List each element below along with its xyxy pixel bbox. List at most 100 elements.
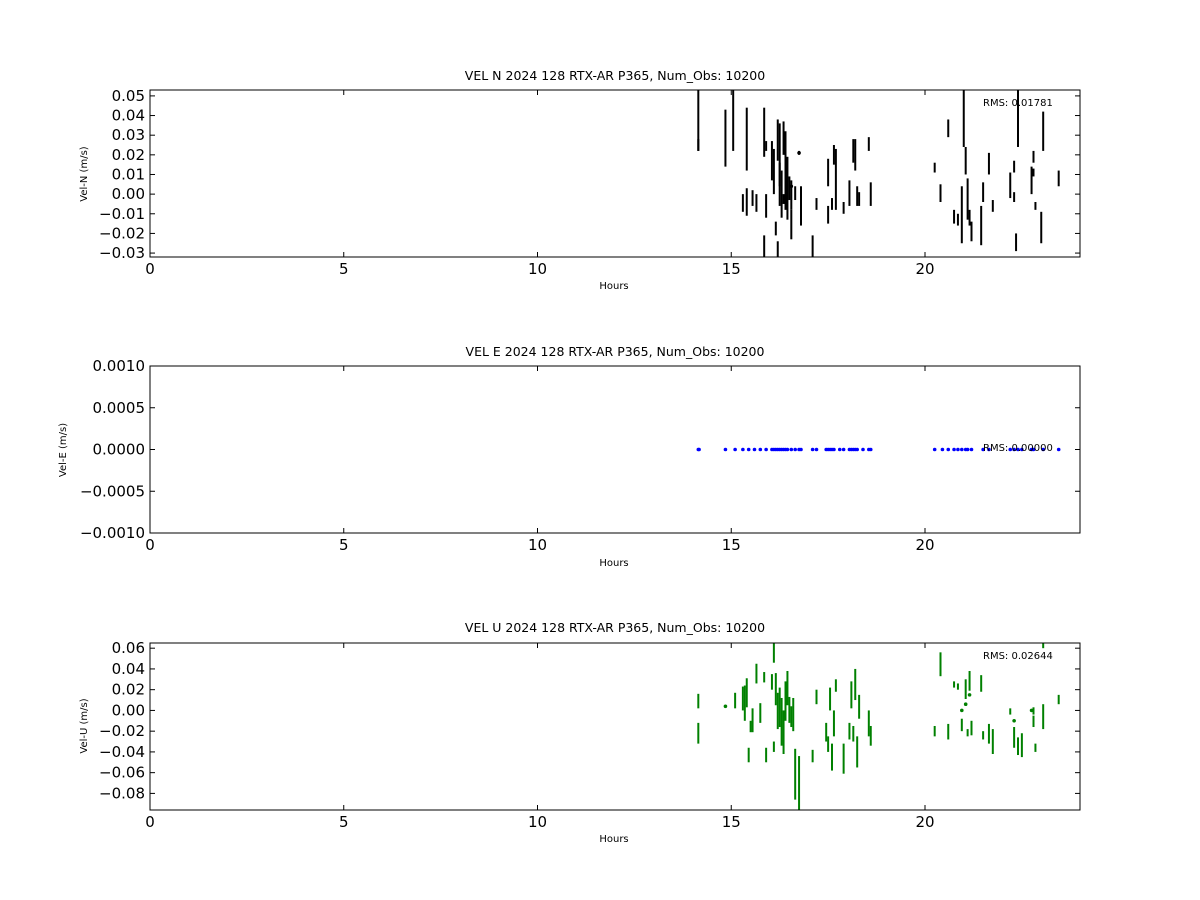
data-point (810, 447, 815, 452)
data-point (861, 447, 865, 452)
x-tick-label: 20 (915, 536, 934, 554)
y-tick-label: 0.0010 (93, 357, 146, 375)
y-axis-label: Vel-E (m/s) (58, 423, 69, 477)
x-tick-label: 20 (915, 813, 934, 831)
data-point (841, 447, 846, 452)
y-tick-label: −0.0005 (80, 482, 145, 500)
data-point (723, 704, 728, 709)
data-point (1020, 447, 1024, 452)
data-point (1016, 447, 1020, 452)
data-point (987, 447, 991, 452)
data-point (956, 447, 960, 452)
axis-ticks: 0 5 10 15 20 −0.08 −0.06 −0.04 −0.02 0.00 0.02 0.04… (99, 639, 1080, 831)
plot-frame (149, 642, 1081, 811)
data-point (723, 447, 728, 452)
y-tick-label: 0.00 (112, 701, 145, 719)
x-tick-label: 15 (722, 813, 741, 831)
data-point (799, 447, 803, 452)
rms-annotation: RMS: 0.00000 (983, 443, 1053, 454)
data-marks (697, 90, 1060, 257)
y-axis-label: Vel-N (m/s) (79, 146, 90, 201)
data-point (789, 184, 794, 189)
data-point (868, 447, 873, 452)
vel-n-panel: VEL N 2024 128 RTX-AR P365, Num_Obs: 102… (79, 68, 1081, 292)
chart-title: VEL E 2024 128 RTX-AR P365, Num_Obs: 102… (466, 344, 765, 359)
y-tick-label: −0.04 (99, 743, 145, 761)
x-tick-label: 5 (339, 536, 349, 554)
data-point (969, 447, 974, 452)
data-point (793, 447, 797, 452)
data-point (741, 447, 745, 452)
data-point (764, 447, 768, 452)
data-point (837, 447, 842, 452)
data-point (746, 447, 751, 452)
y-axis-label: Vel-U (m/s) (79, 698, 90, 753)
data-point (1029, 708, 1034, 713)
vel-e-panel: VEL E 2024 128 RTX-AR P365, Num_Obs: 102… (58, 344, 1081, 569)
y-tick-label: 0.04 (112, 660, 145, 678)
data-point (832, 447, 836, 452)
data-point (1012, 718, 1016, 723)
y-tick-label: −0.06 (99, 764, 145, 782)
data-point (1041, 447, 1045, 452)
y-tick-label: −0.08 (99, 784, 145, 802)
vel-u-panel: VEL U 2024 128 RTX-AR P365, Num_Obs: 102… (79, 620, 1081, 845)
data-marks (697, 643, 1060, 810)
y-tick-label: 0.02 (112, 681, 145, 699)
chart-title: VEL U 2024 128 RTX-AR P365, Num_Obs: 102… (465, 620, 765, 635)
chart-title: VEL N 2024 128 RTX-AR P365, Num_Obs: 102… (465, 68, 765, 83)
x-tick-label: 15 (722, 536, 741, 554)
plot-frame (149, 89, 1081, 258)
y-tick-label: 0.02 (112, 146, 145, 164)
rms-annotation: RMS: 0.01781 (983, 98, 1053, 109)
y-tick-label: 0.0005 (93, 399, 146, 417)
y-tick-label: 0.03 (112, 126, 145, 144)
data-point (758, 447, 763, 452)
y-tick-label: −0.03 (99, 244, 145, 262)
x-tick-label: 5 (339, 813, 349, 831)
data-point (1056, 447, 1061, 452)
x-axis-label: Hours (599, 558, 628, 569)
y-tick-label: 0.06 (112, 639, 145, 657)
x-tick-label: 10 (528, 536, 547, 554)
data-point (963, 702, 968, 706)
y-tick-label: 0.05 (112, 87, 145, 105)
data-point (814, 447, 819, 452)
data-point (940, 447, 945, 452)
x-tick-label: 0 (145, 260, 155, 278)
x-tick-label: 10 (528, 260, 547, 278)
y-tick-label: −0.02 (99, 722, 145, 740)
x-tick-label: 10 (528, 813, 547, 831)
y-tick-label: −0.02 (99, 224, 145, 242)
x-axis-label: Hours (599, 834, 628, 845)
plot-frame (149, 365, 1081, 534)
data-point (1031, 447, 1036, 452)
axis-ticks: 0 5 10 15 20−0.03−0.02−0.010.000.010.020.030… (99, 87, 1080, 278)
x-tick-label: 5 (339, 260, 349, 278)
data-point (697, 447, 701, 452)
data-point (946, 447, 951, 452)
y-tick-label: 0.00 (112, 185, 145, 203)
y-tick-label: 0.0000 (93, 441, 146, 459)
data-point (967, 693, 972, 697)
x-axis-label: Hours (599, 281, 628, 292)
y-tick-label: 0.01 (112, 165, 145, 183)
data-point (785, 447, 790, 452)
x-tick-label: 0 (145, 536, 155, 554)
data-point (789, 447, 794, 452)
x-tick-label: 20 (915, 260, 934, 278)
rms-annotation: RMS: 0.02644 (983, 651, 1053, 662)
data-point (797, 151, 801, 155)
axis-ticks: 0 5 10 15 20 −0.0010 −0.0005 0.0000 0.0005 0.0010 (80, 357, 1080, 554)
data-point (752, 447, 757, 452)
y-tick-label: −0.0010 (80, 524, 145, 542)
data-point (733, 447, 737, 452)
x-tick-label: 0 (145, 813, 155, 831)
data-point (952, 447, 956, 452)
data-point (855, 447, 859, 452)
x-tick-label: 15 (722, 260, 741, 278)
y-tick-label: 0.04 (112, 107, 145, 125)
data-point (965, 447, 970, 452)
data-point (960, 708, 964, 713)
